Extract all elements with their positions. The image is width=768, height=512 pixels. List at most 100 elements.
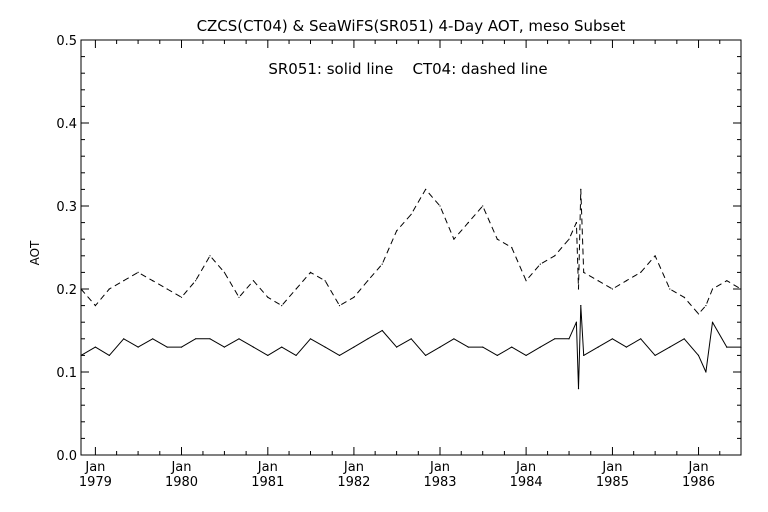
data-point-ct04 [575,222,578,224]
data-point-ct04 [152,280,154,282]
data-point-ct04 [180,296,183,298]
y-axis-label: AOT [28,240,42,265]
x-tick-month: Jan [688,460,709,475]
data-point-ct04 [94,305,96,307]
x-tick-year: 1983 [423,475,456,490]
data-point-sr051 [425,354,427,356]
data-point-sr051 [611,338,614,340]
x-tick-month: Jan [515,460,536,475]
plot-frame [80,39,742,456]
data-point-ct04 [577,288,580,290]
data-point-sr051 [295,354,297,356]
data-point-sr051 [80,354,82,356]
data-point-sr051 [711,321,714,323]
data-point-sr051 [726,346,728,348]
data-point-sr051 [123,338,125,340]
data-point-ct04 [654,255,656,257]
data-point-ct04 [252,280,254,282]
data-point-sr051 [554,338,556,340]
data-point-sr051 [309,338,312,340]
data-point-ct04 [381,263,383,265]
data-point-ct04 [166,288,168,290]
data-point-ct04 [137,271,139,273]
x-axis-ticks: Jan1979Jan1980Jan1981Jan1982Jan1983Jan19… [79,40,721,490]
data-point-ct04 [467,222,469,224]
data-point-sr051 [453,338,455,340]
data-point-ct04 [597,280,599,282]
y-tick-label: 0.4 [56,117,77,132]
data-series [80,188,742,390]
data-point-sr051 [396,346,398,348]
data-point-ct04 [697,313,700,315]
data-point-sr051 [108,354,110,356]
data-point-sr051 [539,346,541,348]
x-tick-year: 1984 [510,475,543,490]
data-point-ct04 [705,305,707,307]
data-point-sr051 [180,346,183,348]
data-point-ct04 [195,280,197,282]
data-point-ct04 [611,288,614,290]
data-point-sr051 [697,354,700,356]
data-point-ct04 [238,296,240,298]
data-point-sr051 [353,346,355,348]
data-point-sr051 [281,346,283,348]
data-point-ct04 [525,280,527,282]
data-point-ct04 [223,271,225,273]
data-point-ct04 [209,255,211,257]
data-point-sr051 [496,354,498,356]
x-tick-month: Jan [601,460,622,475]
data-point-ct04 [539,263,541,265]
data-point-sr051 [640,338,642,340]
data-point-sr051 [577,388,580,390]
data-point-sr051 [367,338,369,340]
data-point-sr051 [381,329,383,332]
data-point-sr051 [597,346,599,348]
x-tick-year: 1985 [596,475,629,490]
x-tick-month: Jan [84,460,105,475]
data-point-sr051 [654,354,656,356]
data-point-ct04 [568,238,570,240]
data-point-sr051 [669,346,671,348]
x-tick-year: 1979 [79,475,112,490]
data-point-sr051 [439,346,441,348]
data-point-sr051 [683,338,685,340]
data-point-ct04 [583,271,585,273]
data-point-ct04 [711,288,714,290]
data-point-ct04 [353,296,355,298]
x-tick-year: 1981 [251,475,284,490]
data-point-ct04 [338,305,341,307]
data-point-sr051 [324,346,326,348]
data-point-sr051 [209,338,211,340]
data-point-ct04 [108,288,110,290]
chart-title: CZCS(CT04) & SeaWiFS(SR051) 4-Day AOT, m… [197,17,626,35]
data-point-ct04 [453,238,455,240]
data-point-sr051 [338,354,341,356]
data-point-sr051 [740,346,742,348]
data-point-sr051 [152,338,154,340]
x-tick-year: 1982 [337,475,370,490]
x-tick-month: Jan [343,460,364,475]
x-tick-month: Jan [170,460,191,475]
data-point-ct04 [496,238,498,240]
data-point-ct04 [309,271,312,273]
series-line-ct04 [80,188,742,315]
data-point-sr051 [166,346,168,348]
y-tick-label: 0.5 [56,34,77,49]
data-point-sr051 [267,354,269,356]
data-point-sr051 [410,338,412,340]
data-point-ct04 [625,280,628,282]
data-point-sr051 [94,346,96,348]
y-tick-label: 0.3 [56,200,77,215]
data-point-ct04 [267,296,269,298]
data-point-sr051 [525,354,527,356]
data-point-ct04 [640,271,642,273]
x-tick-year: 1980 [165,475,198,490]
data-point-ct04 [123,280,125,282]
data-point-sr051 [195,338,197,340]
data-point-ct04 [396,230,398,232]
data-point-ct04 [511,246,513,249]
data-point-ct04 [683,296,685,298]
y-tick-label: 0.1 [56,366,77,381]
data-point-sr051 [583,354,585,356]
data-point-ct04 [726,280,728,282]
